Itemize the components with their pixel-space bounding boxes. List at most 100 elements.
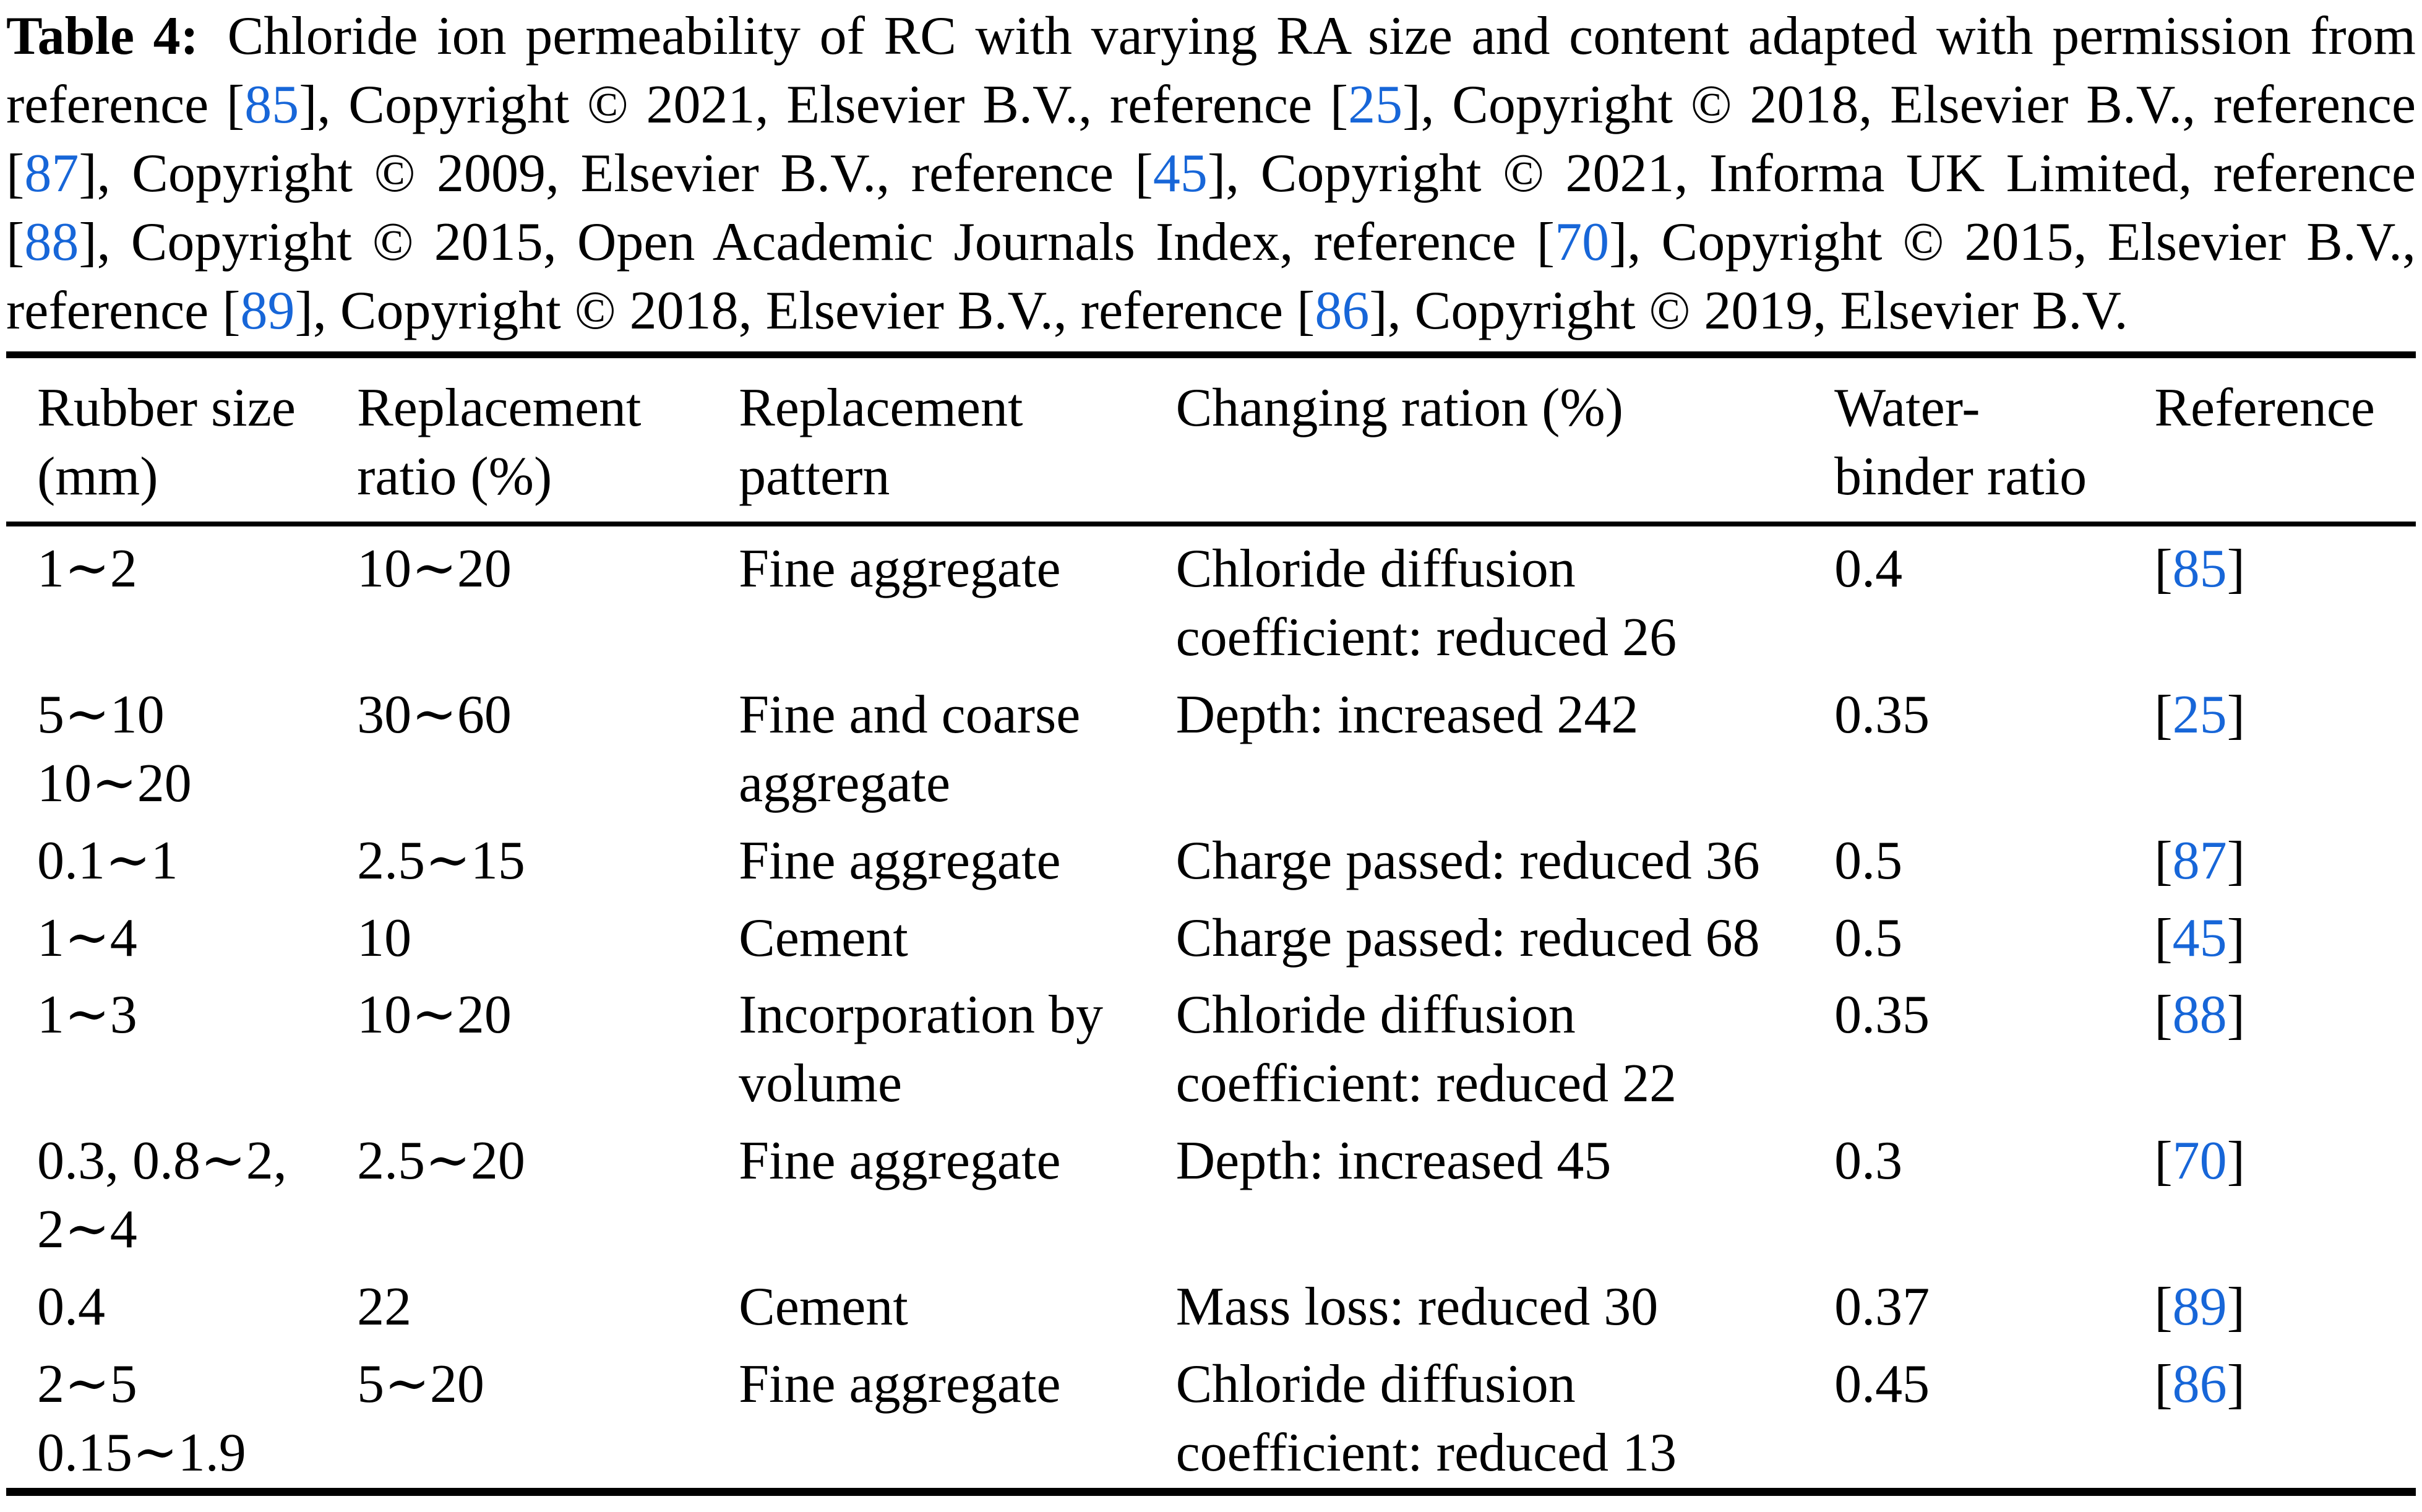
caption-text: ], Copyright © 2021, Elsevier B.V., refe… bbox=[299, 74, 1349, 135]
ref-bracket-open: [ bbox=[2154, 1276, 2173, 1337]
cell-reference: [45] bbox=[2154, 896, 2416, 973]
ref-bracket-open: [ bbox=[2154, 985, 2173, 1046]
cell-rubber-size: 1∼3 bbox=[37, 985, 137, 1046]
cell-replacement-ratio: 22 bbox=[357, 1276, 412, 1337]
ref-bracket-open: [ bbox=[2154, 908, 2173, 968]
ref-bracket-close: ] bbox=[2227, 539, 2245, 599]
column-header-reference: Reference bbox=[2154, 354, 2416, 527]
cell-changing-ration: Chloride diffusion coefficient: reduced … bbox=[1175, 985, 1677, 1114]
cell-reference: [86] bbox=[2154, 1342, 2416, 1492]
caption-text: ], Copyright © 2015, Elsevier B.V., refe… bbox=[6, 212, 2416, 341]
table-row: 0.1∼1 2.5∼15 Fine aggregate Charge passe… bbox=[6, 818, 2416, 896]
caption-reference-link[interactable]: 25 bbox=[1348, 74, 1403, 135]
cell-rubber-size: 1∼2 bbox=[37, 539, 137, 599]
table-row: 0.4 22 Cement Mass loss: reduced 30 0.37… bbox=[6, 1265, 2416, 1342]
ref-bracket-close: ] bbox=[2227, 985, 2245, 1046]
cell-water-binder-ratio: 0.5 bbox=[1834, 908, 1903, 968]
column-header-replacement-ratio: Replacement ratio (%) bbox=[357, 354, 739, 527]
cell-replacement-pattern: Incorporation by volume bbox=[739, 985, 1103, 1114]
column-header-changing-ration: Changing ration (%) bbox=[1175, 354, 1835, 527]
cell-replacement-ratio: 2.5∼15 bbox=[357, 830, 525, 891]
caption-text: Chloride ion permeability of RC with var… bbox=[6, 6, 2416, 135]
cell-reference: [87] bbox=[2154, 818, 2416, 896]
reference-link[interactable]: 89 bbox=[2172, 1276, 2227, 1337]
cell-rubber-size: 1∼4 bbox=[37, 908, 137, 968]
cell-replacement-pattern: Cement bbox=[739, 908, 908, 968]
ref-bracket-close: ] bbox=[2227, 1354, 2245, 1414]
ref-bracket-close: ] bbox=[2227, 1131, 2245, 1192]
permeability-table: Rubber size (mm) Replacement ratio (%) R… bbox=[6, 351, 2416, 1496]
table-row: 0.3, 0.8∼2, 2∼4 2.5∼20 Fine aggregate De… bbox=[6, 1119, 2416, 1265]
reference-link[interactable]: 88 bbox=[2172, 985, 2227, 1046]
cell-reference: [85] bbox=[2154, 524, 2416, 672]
cell-replacement-ratio: 2.5∼20 bbox=[357, 1131, 525, 1192]
cell-changing-ration: Depth: increased 242 bbox=[1175, 684, 1639, 745]
cell-water-binder-ratio: 0.35 bbox=[1834, 985, 1930, 1046]
ref-bracket-open: [ bbox=[2154, 1131, 2173, 1192]
cell-changing-ration: Charge passed: reduced 36 bbox=[1175, 830, 1760, 891]
table-row: 2∼5 0.15∼1.9 5∼20 Fine aggregate Chlorid… bbox=[6, 1342, 2416, 1492]
cell-changing-ration: Depth: increased 45 bbox=[1175, 1131, 1612, 1192]
reference-link[interactable]: 25 bbox=[2172, 684, 2227, 745]
caption-text: ], Copyright © 2021, Informa UK Limited,… bbox=[6, 143, 2416, 272]
table-row: 1∼3 10∼20 Incorporation by volume Chlori… bbox=[6, 973, 2416, 1119]
reference-link[interactable]: 45 bbox=[2172, 908, 2227, 968]
header-row: Rubber size (mm) Replacement ratio (%) R… bbox=[6, 354, 2416, 527]
ref-bracket-open: [ bbox=[2154, 830, 2173, 891]
cell-rubber-size: 0.1∼1 bbox=[37, 830, 178, 891]
caption-text: ], Copyright © 2018, Elsevier B.V., refe… bbox=[294, 280, 1315, 341]
caption-text: ], Copyright © 2015, Open Academic Journ… bbox=[79, 212, 1555, 272]
cell-replacement-pattern: Fine aggregate bbox=[739, 539, 1061, 599]
cell-water-binder-ratio: 0.3 bbox=[1834, 1131, 1903, 1192]
table-caption: Table 4: Chloride ion permeability of RC… bbox=[6, 2, 2416, 345]
caption-text: ], Copyright © 2009, Elsevier B.V., refe… bbox=[79, 143, 1153, 204]
reference-link[interactable]: 86 bbox=[2172, 1354, 2227, 1414]
caption-reference-link[interactable]: 89 bbox=[240, 280, 295, 341]
cell-replacement-ratio: 10∼20 bbox=[357, 539, 512, 599]
cell-replacement-ratio: 5∼20 bbox=[357, 1354, 484, 1414]
table-row: 1∼2 10∼20 Fine aggregate Chloride diffus… bbox=[6, 524, 2416, 672]
reference-link[interactable]: 85 bbox=[2172, 539, 2227, 599]
ref-bracket-close: ] bbox=[2227, 684, 2245, 745]
reference-link[interactable]: 87 bbox=[2172, 830, 2227, 891]
caption-label: Table 4: bbox=[6, 6, 199, 66]
cell-changing-ration: Mass loss: reduced 30 bbox=[1175, 1276, 1659, 1337]
cell-changing-ration: Chloride diffusion coefficient: reduced … bbox=[1175, 1354, 1677, 1483]
caption-reference-link[interactable]: 70 bbox=[1555, 212, 1610, 272]
cell-replacement-ratio: 10 bbox=[357, 908, 412, 968]
cell-replacement-ratio: 30∼60 bbox=[357, 684, 512, 745]
cell-reference: [25] bbox=[2154, 672, 2416, 818]
cell-water-binder-ratio: 0.5 bbox=[1834, 830, 1903, 891]
caption-reference-link[interactable]: 86 bbox=[1315, 280, 1370, 341]
caption-text: ], Copyright © 2018, Elsevier B.V., refe… bbox=[6, 74, 2416, 204]
caption-text: ], Copyright © 2019, Elsevier B.V. bbox=[1369, 280, 2128, 341]
cell-water-binder-ratio: 0.45 bbox=[1834, 1354, 1930, 1414]
column-header-rubber-size: Rubber size (mm) bbox=[6, 354, 358, 527]
cell-reference: [70] bbox=[2154, 1119, 2416, 1265]
cell-rubber-size: 5∼10 10∼20 bbox=[37, 684, 192, 814]
cell-reference: [88] bbox=[2154, 973, 2416, 1119]
cell-replacement-pattern: Fine aggregate bbox=[739, 1131, 1061, 1192]
table-row: 5∼10 10∼20 30∼60 Fine and coarse aggrega… bbox=[6, 672, 2416, 818]
caption-reference-link[interactable]: 87 bbox=[24, 143, 79, 204]
column-header-replacement-pattern: Replacement pattern bbox=[739, 354, 1176, 527]
ref-bracket-open: [ bbox=[2154, 684, 2173, 745]
cell-replacement-pattern: Fine aggregate bbox=[739, 830, 1061, 891]
ref-bracket-open: [ bbox=[2154, 1354, 2173, 1414]
ref-bracket-close: ] bbox=[2227, 1276, 2245, 1337]
ref-bracket-open: [ bbox=[2154, 539, 2173, 599]
cell-rubber-size: 2∼5 0.15∼1.9 bbox=[37, 1354, 246, 1483]
ref-bracket-close: ] bbox=[2227, 830, 2245, 891]
caption-reference-link[interactable]: 85 bbox=[244, 74, 299, 135]
cell-water-binder-ratio: 0.35 bbox=[1834, 684, 1930, 745]
cell-replacement-pattern: Fine and coarse aggregate bbox=[739, 684, 1081, 814]
ref-bracket-close: ] bbox=[2227, 908, 2245, 968]
caption-reference-link[interactable]: 88 bbox=[24, 212, 79, 272]
cell-rubber-size: 0.3, 0.8∼2, 2∼4 bbox=[37, 1131, 287, 1260]
reference-link[interactable]: 70 bbox=[2172, 1131, 2227, 1192]
cell-changing-ration: Chloride diffusion coefficient: reduced … bbox=[1175, 539, 1677, 668]
cell-replacement-ratio: 10∼20 bbox=[357, 985, 512, 1046]
cell-replacement-pattern: Fine aggregate bbox=[739, 1354, 1061, 1414]
caption-reference-link[interactable]: 45 bbox=[1153, 143, 1208, 204]
